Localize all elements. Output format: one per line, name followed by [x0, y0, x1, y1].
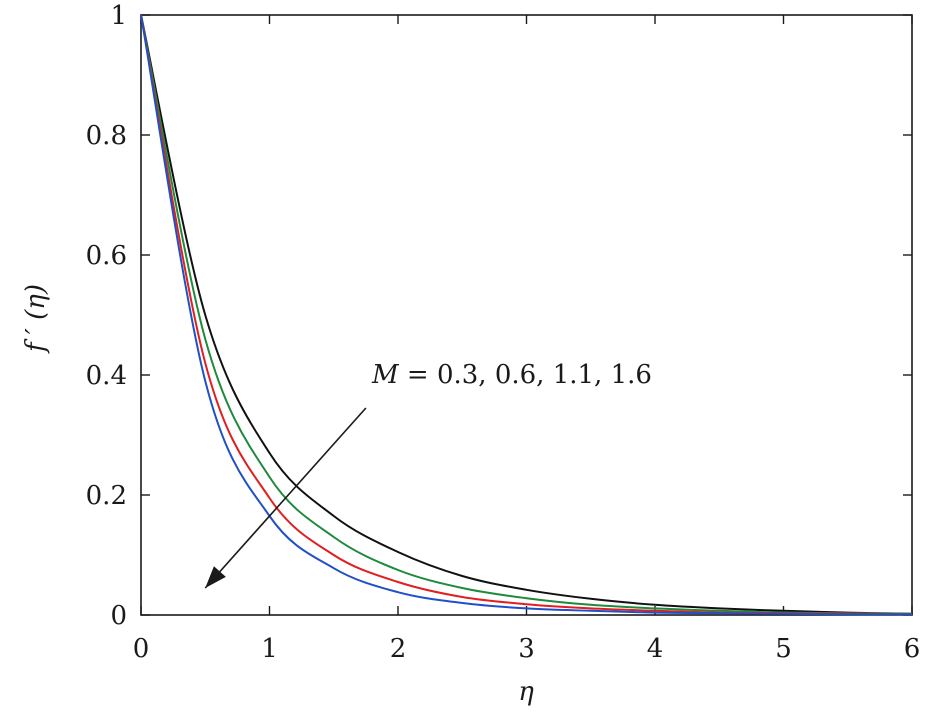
y-tick-label: 0.6: [86, 241, 127, 271]
x-tick-label: 4: [647, 634, 664, 664]
x-axis-title: η: [518, 677, 534, 707]
series-layer: [140, 14, 913, 616]
x-tick-label: 0: [133, 634, 150, 664]
annotation-variable: M: [371, 360, 400, 390]
axis-ticks: 0 1 2 3 4 5 6 0 0.2 0.4 0.6 0.8 1: [86, 1, 921, 664]
y-tick-label: 0.8: [86, 121, 127, 151]
series-line-2: [140, 14, 913, 615]
x-tick-label: 6: [904, 634, 921, 664]
annotation-layer: M = 0.3, 0.6, 1.1, 1.6: [204, 360, 652, 589]
series-line-4: [140, 14, 913, 616]
y-tick-label: 0.4: [86, 361, 127, 391]
x-tick-label: 5: [775, 634, 792, 664]
y-tick-label: 0: [110, 601, 127, 631]
series-line-1: [140, 14, 913, 615]
y-tick-label: 1: [110, 1, 127, 31]
series-line-3: [140, 14, 913, 616]
annotation-values: = 0.3, 0.6, 1.1, 1.6: [399, 360, 652, 390]
y-tick-label: 0.2: [86, 481, 127, 511]
annotation-arrow-shaft: [204, 407, 367, 589]
x-tick-label: 2: [390, 634, 407, 664]
x-tick-label: 3: [518, 634, 535, 664]
annotation-label: M = 0.3, 0.6, 1.1, 1.6: [371, 360, 652, 390]
plot-area-frame: [140, 14, 913, 616]
x-tick-label: 1: [261, 634, 278, 664]
y-axis-title: f ′ (η): [21, 284, 51, 354]
annotation-arrow-head: [205, 566, 226, 588]
